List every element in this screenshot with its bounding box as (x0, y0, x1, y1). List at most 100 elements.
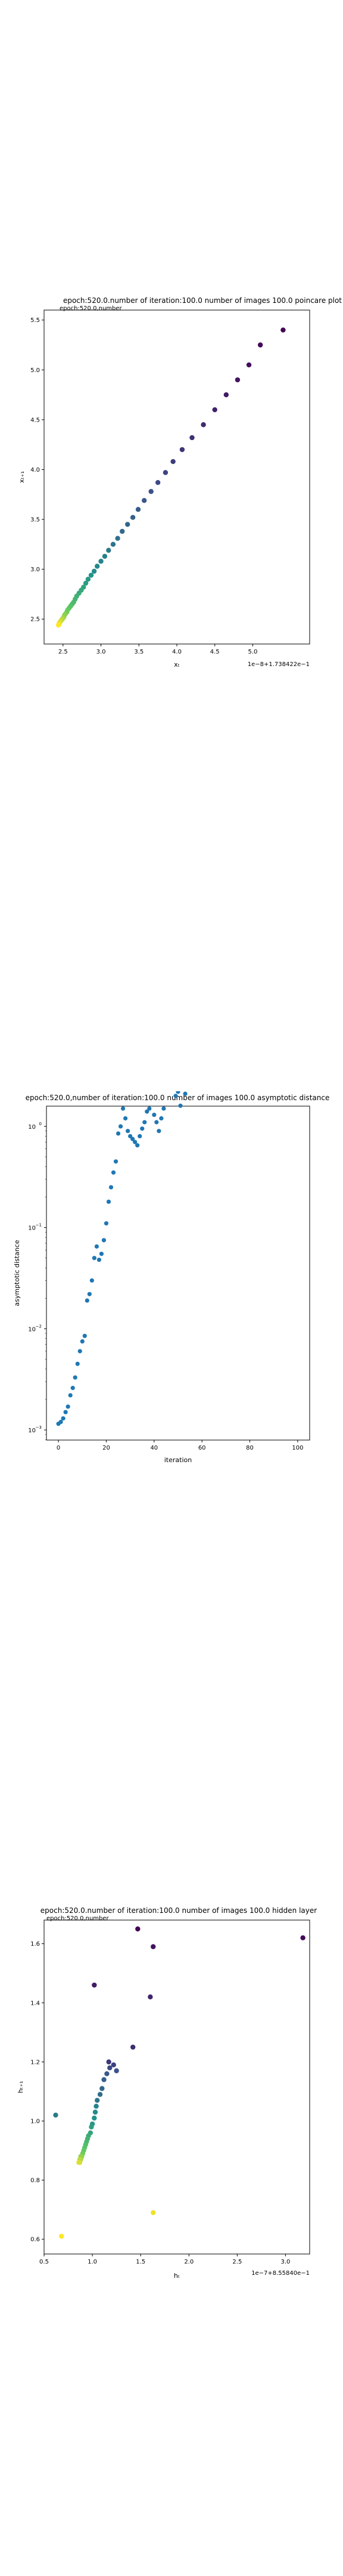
data-point (95, 564, 100, 569)
data-point (161, 1106, 166, 1111)
data-point (106, 2059, 111, 2065)
y-tick-label: 1.4 (30, 2000, 40, 2007)
data-point (106, 1199, 111, 1204)
data-point (82, 1333, 87, 1338)
y-tick-label: 4.0 (30, 467, 40, 473)
y-tick-label: 1.2 (30, 2059, 40, 2066)
data-point (92, 1256, 96, 1261)
data-point (61, 1416, 66, 1421)
y-tick-exponent: −1 (36, 1223, 42, 1228)
data-point (133, 1140, 138, 1144)
data-point (111, 1170, 116, 1175)
x-tick-label: 0 (57, 1445, 60, 1451)
data-point (73, 1375, 77, 1380)
x-tick-label: 2.5 (232, 2259, 242, 2265)
data-point (147, 1106, 152, 1111)
data-point (157, 1129, 161, 1134)
data-point (138, 1134, 142, 1138)
y-tick-label: 5.5 (30, 317, 40, 324)
data-point (93, 2104, 99, 2109)
data-point (83, 580, 89, 586)
x-tick-label: 2.0 (184, 2259, 194, 2265)
data-point (68, 1393, 73, 1398)
y-axis-label: asymptotic distance (13, 1240, 21, 1306)
data-point (173, 1094, 178, 1098)
x-tick-label: 3.0 (96, 649, 106, 655)
data-point (130, 1137, 135, 1141)
x-axis-label: iteration (164, 1456, 192, 1464)
data-point (183, 1091, 188, 1096)
data-point (178, 1103, 183, 1108)
data-point (108, 1185, 114, 1190)
chart-overlay-label: epoch:520.0,number (60, 305, 123, 312)
data-point (104, 1221, 109, 1226)
y-tick-label: 10 (28, 1124, 36, 1131)
x-tick-label: 3.0 (281, 2259, 291, 2265)
y-tick-label: 1.6 (30, 1941, 40, 1948)
data-point (97, 2092, 103, 2097)
data-point (92, 1982, 97, 1988)
data-point (300, 1935, 305, 1940)
data-point (91, 568, 97, 574)
data-point (85, 577, 91, 582)
data-point (77, 1349, 82, 1354)
asymptotic-distance-chart: epoch:520.0,number of iteration:100.0 nu… (13, 1091, 330, 1464)
y-tick-label: 10 (28, 1428, 36, 1434)
data-points (53, 1926, 305, 2239)
chart-title: epoch:520.0.number of iteration:100.0 nu… (63, 296, 342, 305)
data-point (201, 422, 206, 428)
data-point (56, 623, 61, 628)
x-axis-label: xₜ (174, 661, 180, 668)
x-tick-label: 5.0 (248, 649, 257, 655)
data-point (76, 2160, 82, 2165)
y-tick-label: 10 (28, 1225, 36, 1232)
data-point (92, 2115, 97, 2121)
axis-ticks: 2.5 3.0 3.5 4.0 4.5 5.0 2.5 3.0 3.5 4.0 4.5 5.0 5.5 (30, 317, 257, 655)
data-point (89, 2124, 94, 2130)
data-point (118, 1124, 123, 1129)
plot-frame (43, 309, 310, 645)
data-point (135, 1143, 140, 1148)
data-point (223, 392, 229, 398)
data-point (92, 2109, 98, 2115)
data-point (107, 2065, 113, 2070)
x-tick-label: 3.5 (134, 649, 144, 655)
x-tick-label: 40 (150, 1445, 158, 1451)
data-point (114, 2068, 119, 2073)
chart-title: epoch:520.0.number of iteration:100.0 nu… (40, 1906, 317, 1915)
x-tick-label: 80 (246, 1445, 254, 1451)
data-point (163, 470, 169, 475)
data-point (159, 1116, 164, 1121)
y-tick-label: 4.5 (30, 417, 40, 423)
data-point (99, 2086, 105, 2091)
data-point (110, 541, 116, 547)
hidden-layer-chart: epoch:520.0.number of iteration:100.0 nu… (17, 1906, 317, 2280)
data-point (85, 1298, 89, 1303)
x-tick-label: 4.0 (172, 649, 182, 655)
data-point (101, 1238, 107, 1243)
y-tick-label: 5.0 (30, 367, 40, 374)
data-point (154, 1120, 159, 1125)
data-points (56, 1091, 188, 1426)
x-tick-label: 1.0 (88, 2259, 97, 2265)
data-point (145, 1109, 149, 1114)
offset-label: 1e−7+8.55840e−1 (251, 2270, 310, 2277)
y-tick-label: 1.0 (30, 2118, 40, 2125)
chart-title: epoch:520.0,number of iteration:100.0 nu… (26, 1094, 330, 1102)
data-point (130, 2044, 136, 2050)
data-point (130, 515, 136, 520)
y-tick-label: 3.5 (30, 517, 40, 524)
data-point (148, 1994, 153, 2000)
data-point (101, 2077, 107, 2082)
data-point (155, 479, 161, 485)
data-point (102, 553, 108, 559)
data-point (212, 407, 217, 413)
data-point (135, 1926, 141, 1932)
x-tick-label: 1.5 (136, 2259, 145, 2265)
x-tick-label: 100 (292, 1445, 303, 1451)
x-tick-label: 20 (102, 1445, 110, 1451)
data-point (148, 489, 154, 494)
y-tick-exponent: −3 (36, 1425, 42, 1430)
offset-label: 1e−8+1.738422e−1 (248, 661, 310, 668)
